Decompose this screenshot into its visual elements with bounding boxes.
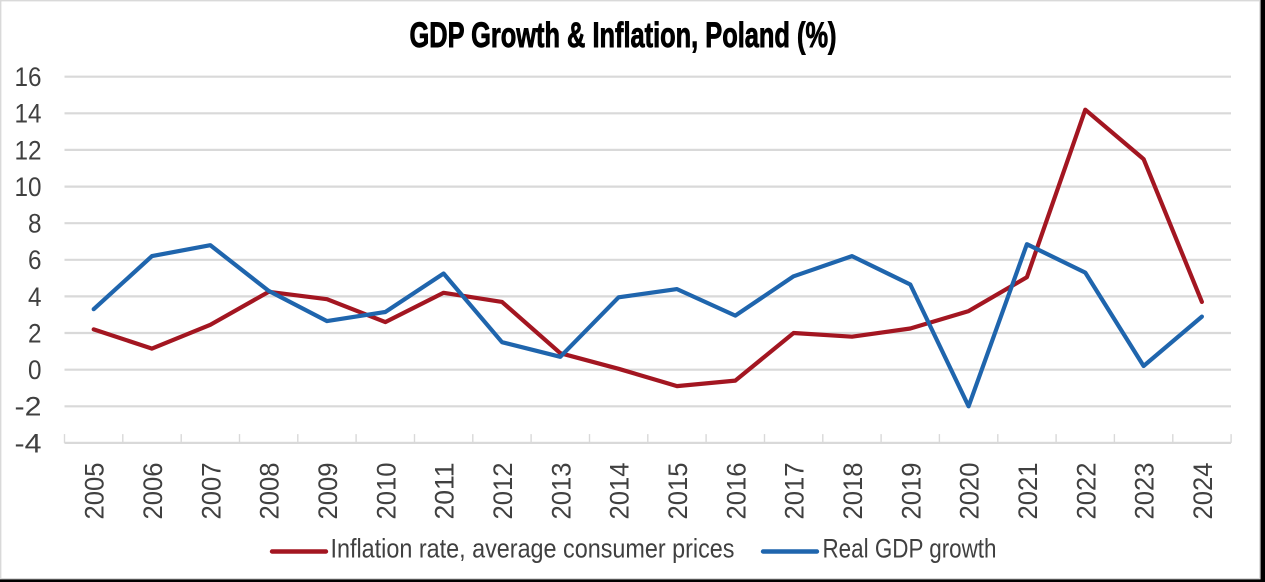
svg-text:2016: 2016 — [721, 463, 751, 520]
svg-text:6: 6 — [28, 245, 42, 275]
svg-text:2013: 2013 — [546, 463, 576, 520]
svg-text:12: 12 — [15, 135, 42, 165]
svg-text:2018: 2018 — [838, 463, 868, 520]
svg-text:2017: 2017 — [780, 463, 810, 520]
svg-text:GDP Growth & Inflation, Poland: GDP Growth & Inflation, Poland (%) — [410, 16, 837, 55]
svg-text:10: 10 — [15, 172, 42, 202]
svg-text:2012: 2012 — [488, 463, 518, 520]
svg-text:2005: 2005 — [80, 463, 110, 520]
svg-text:2011: 2011 — [430, 463, 460, 520]
svg-text:14: 14 — [15, 99, 42, 129]
svg-text:16: 16 — [15, 62, 42, 92]
svg-text:-4: -4 — [15, 428, 42, 458]
svg-text:2021: 2021 — [1013, 463, 1043, 520]
svg-text:8: 8 — [28, 209, 42, 239]
svg-text:2023: 2023 — [1130, 463, 1160, 520]
svg-text:2010: 2010 — [371, 463, 401, 520]
svg-text:2009: 2009 — [313, 463, 343, 520]
svg-text:Real GDP growth: Real GDP growth — [823, 534, 997, 564]
svg-text:2019: 2019 — [896, 463, 926, 520]
svg-text:0: 0 — [28, 355, 42, 385]
svg-text:-2: -2 — [15, 392, 42, 422]
svg-text:2007: 2007 — [196, 463, 226, 520]
svg-text:2006: 2006 — [138, 463, 168, 520]
svg-text:Inflation rate, average consum: Inflation rate, average consumer prices — [331, 534, 735, 564]
svg-text:2015: 2015 — [663, 463, 693, 520]
svg-text:2008: 2008 — [255, 463, 285, 520]
svg-text:2014: 2014 — [605, 463, 635, 520]
svg-text:2024: 2024 — [1188, 463, 1218, 520]
svg-text:2020: 2020 — [955, 463, 985, 520]
svg-text:2: 2 — [28, 318, 42, 348]
svg-text:4: 4 — [28, 282, 42, 312]
svg-text:2022: 2022 — [1071, 463, 1101, 520]
